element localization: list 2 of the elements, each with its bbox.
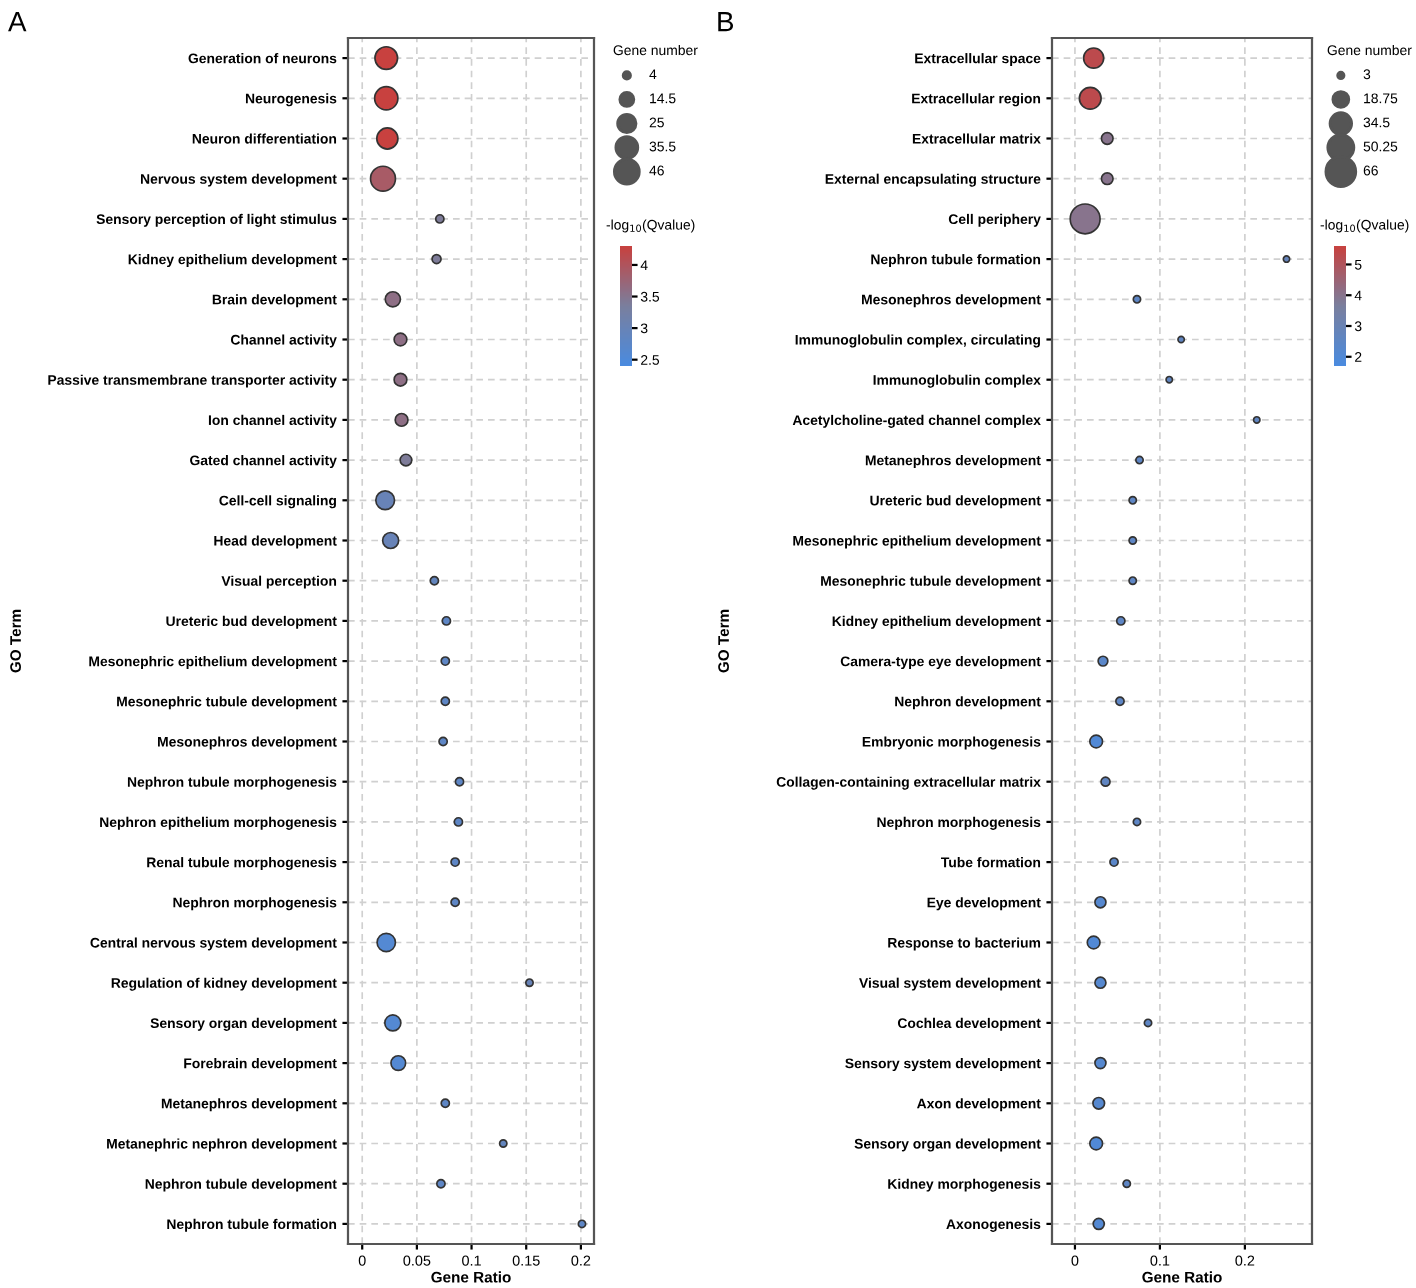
text: B <box>718 12 734 32</box>
text: A <box>8 12 27 32</box>
